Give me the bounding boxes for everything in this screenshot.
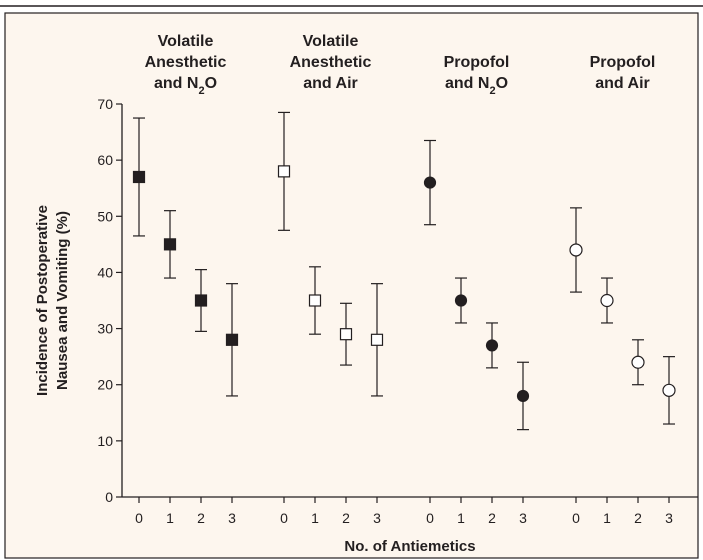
y-axis-title-line: Nausea and Vomiting (%) — [54, 211, 71, 390]
x-tick-label: 1 — [603, 510, 611, 526]
y-tick-label: 40 — [97, 264, 113, 280]
data-point-marker — [370, 333, 384, 346]
x-tick-label: 3 — [373, 510, 381, 526]
subscript-2: 2 — [489, 85, 495, 97]
data-point-marker — [631, 355, 645, 369]
group-title-line: Volatile — [158, 33, 214, 50]
x-tick-label: 2 — [197, 510, 205, 526]
data-point-marker — [600, 293, 614, 308]
y-tick-label: 10 — [97, 433, 113, 449]
data-point-marker — [454, 294, 468, 307]
y-axis-title-line: Incidence of Postoperative — [34, 205, 51, 396]
y-tick-label: 50 — [97, 208, 113, 224]
x-axis-title: No. of Antiemetics — [344, 538, 475, 555]
x-tick-label: 0 — [280, 510, 288, 526]
data-point-marker — [132, 170, 146, 184]
group-title-line: and Air — [595, 75, 650, 92]
data-point-marker — [194, 294, 208, 307]
subscript-o: O — [205, 75, 217, 92]
data-point-marker — [339, 328, 353, 341]
y-tick-label: 60 — [97, 152, 113, 168]
data-point-marker — [163, 238, 177, 251]
x-tick-label: 3 — [665, 510, 673, 526]
x-tick-label: 2 — [488, 510, 496, 526]
chart-panel — [4, 12, 699, 559]
data-point-marker — [308, 294, 322, 307]
group-title-line: Volatile — [303, 33, 359, 50]
x-tick-label: 0 — [135, 510, 143, 526]
y-tick-label: 30 — [97, 321, 113, 337]
data-point-marker — [485, 339, 499, 352]
x-tick-label: 2 — [634, 510, 642, 526]
group-title-line: Anesthetic — [145, 54, 227, 71]
subscript-o: O — [496, 75, 508, 92]
data-point-marker — [423, 176, 437, 189]
subscript-2: 2 — [198, 85, 204, 97]
group-title-line: and Air — [303, 75, 358, 92]
group-title-line: Propofol — [590, 54, 656, 71]
x-tick-label: 1 — [311, 510, 319, 526]
x-tick-label: 1 — [457, 510, 465, 526]
data-point-marker — [277, 165, 291, 178]
data-point-marker — [662, 383, 676, 397]
group-title-line: Propofol — [444, 54, 510, 71]
x-tick-label: 1 — [166, 510, 174, 526]
data-point-marker — [569, 243, 583, 257]
x-tick-label: 3 — [519, 510, 527, 526]
x-tick-label: 2 — [342, 510, 350, 526]
y-tick-label: 0 — [105, 489, 113, 505]
y-tick-label: 70 — [97, 96, 113, 112]
data-point-marker — [225, 333, 239, 346]
x-tick-label: 0 — [426, 510, 434, 526]
x-tick-label: 0 — [572, 510, 580, 526]
data-point-marker — [516, 389, 530, 403]
x-tick-label: 3 — [228, 510, 236, 526]
group-title-line: Anesthetic — [290, 54, 372, 71]
y-tick-label: 20 — [97, 377, 113, 393]
